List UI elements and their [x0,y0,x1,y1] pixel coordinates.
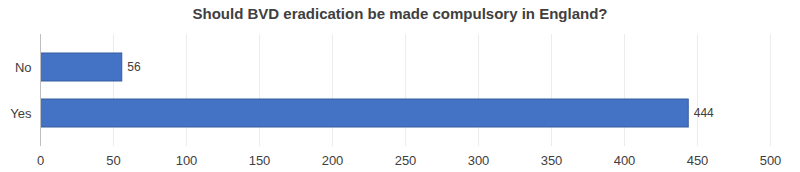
svg-text:444: 444 [694,106,714,120]
svg-text:56: 56 [127,60,141,74]
svg-text:400: 400 [614,153,636,168]
svg-text:100: 100 [176,153,198,168]
svg-text:Yes: Yes [10,106,32,121]
svg-text:No: No [15,60,32,75]
svg-text:250: 250 [395,153,417,168]
svg-text:500: 500 [760,153,782,168]
svg-text:450: 450 [687,153,709,168]
svg-text:50: 50 [106,153,120,168]
svg-text:150: 150 [249,153,271,168]
svg-text:350: 350 [541,153,563,168]
html-text:Should BVD eradication be made: Should BVD eradication be made compulsor… [192,5,608,22]
svg-text:300: 300 [468,153,490,168]
svg-text:0: 0 [37,153,44,168]
svg-text:200: 200 [322,153,344,168]
